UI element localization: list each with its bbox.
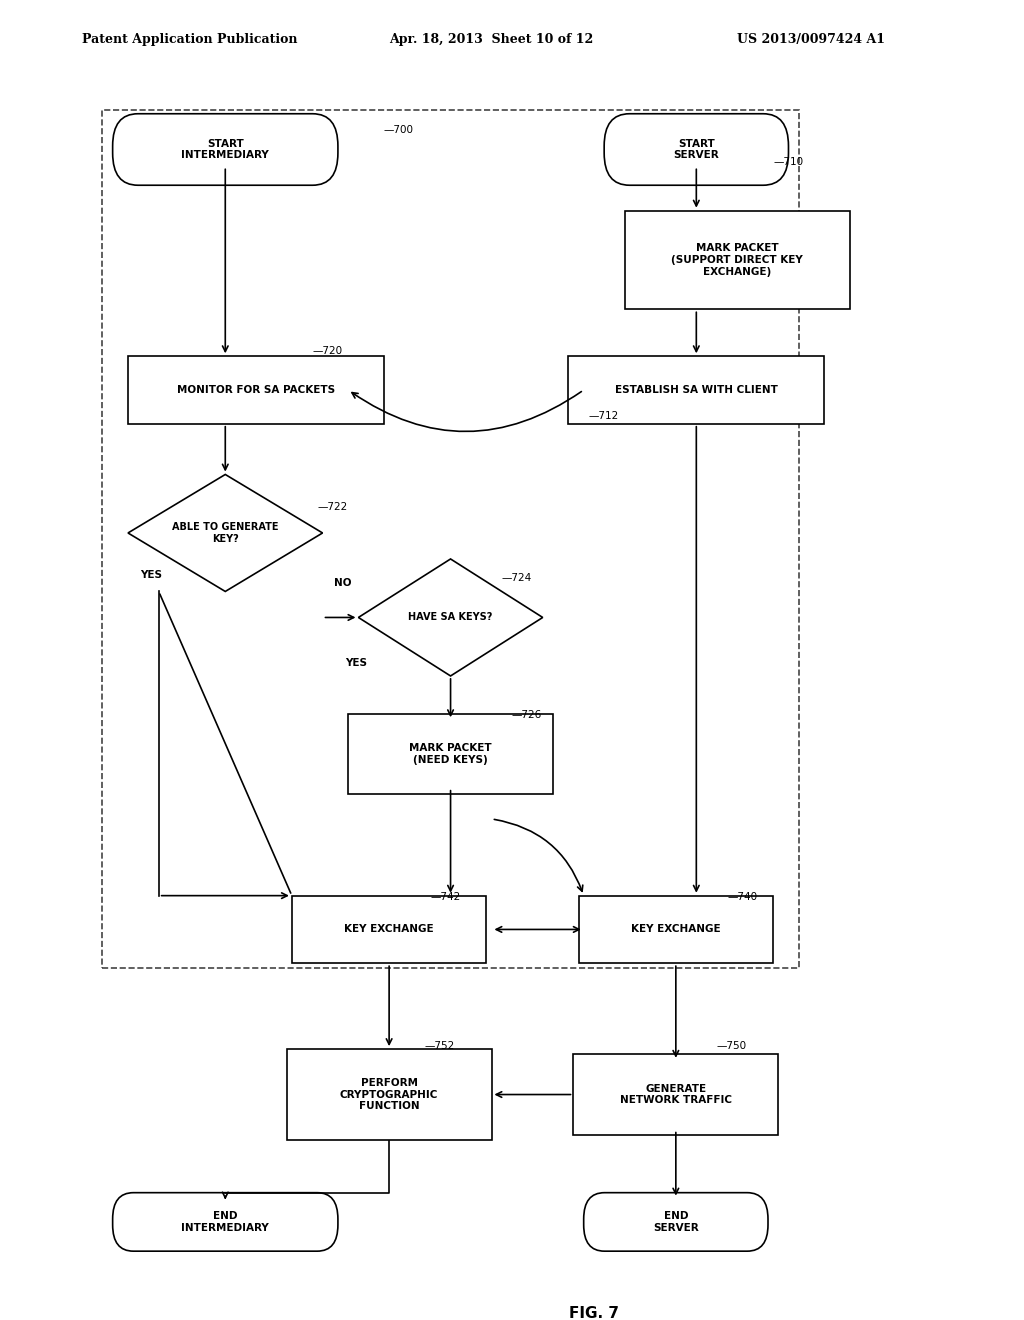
FancyBboxPatch shape — [287, 1049, 492, 1140]
Text: —710: —710 — [773, 157, 803, 168]
Text: —740: —740 — [727, 892, 757, 902]
Text: START
SERVER: START SERVER — [674, 139, 719, 160]
FancyBboxPatch shape — [292, 896, 486, 964]
Text: NO: NO — [334, 578, 352, 587]
Text: —750: —750 — [717, 1041, 746, 1052]
FancyBboxPatch shape — [584, 1193, 768, 1251]
Text: ESTABLISH SA WITH CLIENT: ESTABLISH SA WITH CLIENT — [614, 385, 778, 395]
Text: YES: YES — [345, 657, 368, 668]
Text: FIG. 7: FIG. 7 — [569, 1307, 618, 1320]
Text: END
SERVER: END SERVER — [653, 1212, 698, 1233]
Text: —700: —700 — [384, 125, 414, 135]
Text: —752: —752 — [425, 1041, 456, 1052]
Text: YES: YES — [140, 569, 163, 579]
Polygon shape — [128, 474, 323, 591]
Text: KEY EXCHANGE: KEY EXCHANGE — [631, 924, 721, 935]
Text: —720: —720 — [312, 346, 342, 356]
Text: PERFORM
CRYPTOGRAPHIC
FUNCTION: PERFORM CRYPTOGRAPHIC FUNCTION — [340, 1078, 438, 1111]
FancyBboxPatch shape — [568, 356, 824, 424]
Text: —742: —742 — [430, 892, 461, 902]
Text: KEY EXCHANGE: KEY EXCHANGE — [344, 924, 434, 935]
Text: ABLE TO GENERATE
KEY?: ABLE TO GENERATE KEY? — [172, 523, 279, 544]
Text: END
INTERMEDIARY: END INTERMEDIARY — [181, 1212, 269, 1233]
Text: US 2013/0097424 A1: US 2013/0097424 A1 — [737, 33, 886, 46]
Polygon shape — [358, 558, 543, 676]
FancyBboxPatch shape — [128, 356, 384, 424]
FancyBboxPatch shape — [625, 211, 850, 309]
Text: —724: —724 — [502, 573, 532, 583]
Text: MARK PACKET
(NEED KEYS): MARK PACKET (NEED KEYS) — [410, 743, 492, 764]
Text: Apr. 18, 2013  Sheet 10 of 12: Apr. 18, 2013 Sheet 10 of 12 — [389, 33, 593, 46]
Text: —722: —722 — [317, 502, 348, 512]
FancyBboxPatch shape — [113, 1193, 338, 1251]
Text: Patent Application Publication: Patent Application Publication — [82, 33, 297, 46]
FancyBboxPatch shape — [604, 114, 788, 185]
Text: —726: —726 — [512, 710, 543, 719]
Text: GENERATE
NETWORK TRAFFIC: GENERATE NETWORK TRAFFIC — [620, 1084, 732, 1105]
FancyBboxPatch shape — [573, 1055, 778, 1135]
FancyBboxPatch shape — [113, 114, 338, 185]
Text: —712: —712 — [589, 411, 620, 421]
FancyBboxPatch shape — [579, 896, 773, 964]
Text: HAVE SA KEYS?: HAVE SA KEYS? — [409, 612, 493, 623]
Text: MARK PACKET
(SUPPORT DIRECT KEY
EXCHANGE): MARK PACKET (SUPPORT DIRECT KEY EXCHANGE… — [672, 243, 803, 277]
Text: MONITOR FOR SA PACKETS: MONITOR FOR SA PACKETS — [177, 385, 335, 395]
FancyBboxPatch shape — [348, 714, 553, 795]
Text: START
INTERMEDIARY: START INTERMEDIARY — [181, 139, 269, 160]
